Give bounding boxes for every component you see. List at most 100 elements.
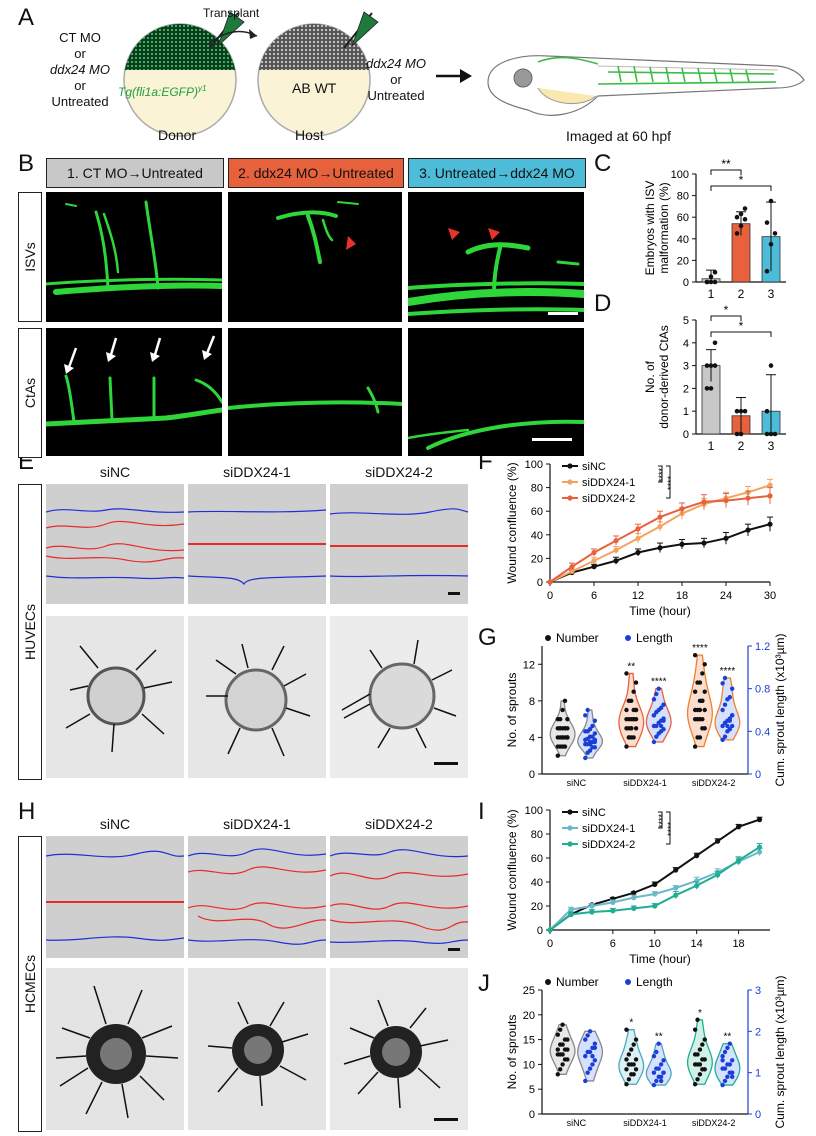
y-tick-label: 12 <box>523 659 535 671</box>
wound-image-siddx24-2 <box>330 836 468 958</box>
y-axis-label-line: malformation (%) <box>657 182 671 273</box>
data-point <box>658 1062 664 1067</box>
data-point <box>652 903 658 909</box>
data-point <box>679 541 685 547</box>
data-point <box>734 431 740 437</box>
chart-j: 0 5 10 15 20 25 0 1 2 3 No. of sprouts Cum. sprout … <box>505 975 787 1128</box>
data-point <box>745 495 751 501</box>
data-point <box>692 652 698 658</box>
data-point <box>702 1037 707 1042</box>
significance-bracket <box>666 811 671 845</box>
data-point <box>631 895 637 901</box>
significance-label: **** <box>657 468 667 483</box>
data-point <box>708 386 714 391</box>
data-point <box>633 707 639 713</box>
x-tick-label: 2 <box>738 439 745 450</box>
donor-transgene: Tg(fli1a:EGFP)y1 <box>118 84 206 99</box>
y-tick-label: 20 <box>531 901 543 913</box>
data-point <box>704 279 710 285</box>
y-axis-label: No. ofdonor-derived CtAs <box>643 325 671 428</box>
y-tick-label: 4 <box>529 732 535 744</box>
data-point <box>565 716 570 722</box>
data-point <box>610 908 616 914</box>
column-label-siddx24-1: siDDX24-1 <box>223 464 291 480</box>
data-point <box>695 1052 700 1057</box>
data-point <box>568 911 574 917</box>
data-point <box>654 734 659 739</box>
malformation-arrowhead-icon <box>346 236 356 250</box>
data-point <box>629 1047 634 1052</box>
panel-letter-d: D <box>594 290 612 317</box>
data-point <box>592 737 598 743</box>
spheroid-image-sinc <box>46 968 184 1130</box>
y-axis-label-line: No. of <box>643 360 657 393</box>
data-point <box>723 535 729 541</box>
significance-bracket <box>658 811 663 829</box>
data-point <box>727 1041 732 1046</box>
data-point <box>727 695 732 700</box>
data-point <box>720 1058 725 1063</box>
data-point <box>565 1057 570 1062</box>
scale-bar <box>448 592 460 595</box>
data-point <box>702 726 707 731</box>
legend-label: siNC <box>582 807 606 819</box>
data-point <box>712 363 718 368</box>
y-axis-label-line: donor-derived CtAs <box>657 325 671 428</box>
data-point <box>558 1027 563 1032</box>
y-tick-label: 0 <box>529 1109 535 1121</box>
data-point <box>585 1070 590 1075</box>
data-point <box>764 268 770 274</box>
data-point <box>562 744 568 749</box>
data-point <box>692 1027 698 1032</box>
data-point <box>734 214 740 220</box>
data-point <box>568 907 574 913</box>
data-point <box>591 549 597 556</box>
data-point <box>560 735 565 740</box>
column-label-sinc: siNC <box>99 816 131 832</box>
significance-label: **** <box>666 476 676 491</box>
wound-image-siddx24-1 <box>188 836 326 958</box>
significance-label: ** <box>724 1032 732 1043</box>
data-point <box>583 713 588 718</box>
data-point <box>592 1041 598 1046</box>
legend-marker <box>625 635 631 641</box>
data-point <box>658 1074 664 1079</box>
data-point <box>712 340 718 346</box>
host-strain-label: AB WT <box>292 80 337 96</box>
y-tick-label: 20 <box>677 255 689 267</box>
data-point <box>658 705 664 711</box>
data-point <box>560 1062 565 1067</box>
malformation-arrowhead-icon <box>488 228 500 240</box>
data-point <box>708 363 714 368</box>
data-point <box>587 1049 593 1055</box>
donor-transgene-text: Tg(fli1a:EGFP) <box>118 85 199 99</box>
y-tick-label: 2 <box>683 383 689 395</box>
donor-option: CT MO <box>59 30 101 45</box>
data-point <box>589 903 595 909</box>
data-point <box>652 891 658 897</box>
row-label-isvs: ISVs <box>18 192 42 322</box>
x-tick-label: 1 <box>708 439 715 450</box>
data-point <box>708 274 714 279</box>
significance-label: * <box>724 303 729 317</box>
data-point <box>654 723 659 729</box>
violin <box>645 1043 672 1086</box>
zebrafish-larva-illustration <box>487 55 805 116</box>
data-point <box>673 885 679 891</box>
data-point <box>651 713 657 718</box>
data-point <box>590 723 595 729</box>
data-point <box>633 680 639 685</box>
y-tick-label: 60 <box>531 853 543 865</box>
micrograph-isv-ct <box>46 192 222 322</box>
y-tick-label: 5 <box>683 315 689 327</box>
data-point <box>695 1017 700 1022</box>
data-point <box>722 702 728 707</box>
data-point <box>626 735 632 740</box>
data-point <box>651 1082 657 1088</box>
host-option: or <box>390 72 402 87</box>
data-point <box>590 1053 595 1059</box>
data-point <box>738 223 744 229</box>
significance-label: ** <box>721 157 731 171</box>
data-point <box>764 431 770 437</box>
data-point <box>727 1062 732 1067</box>
